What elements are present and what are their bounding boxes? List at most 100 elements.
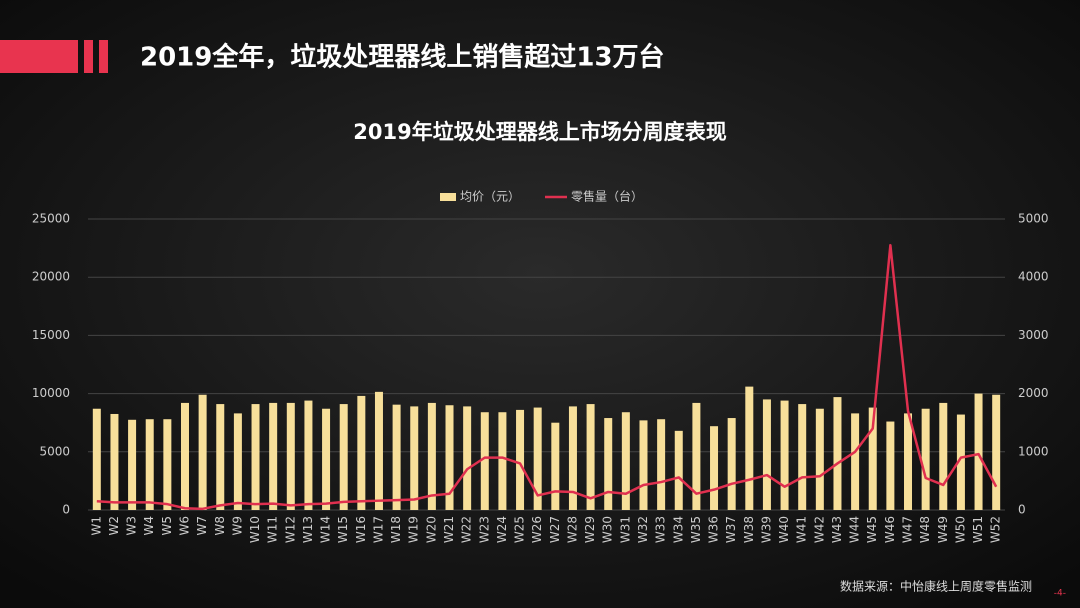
x-tick-label: W28	[565, 516, 579, 543]
bar	[586, 404, 595, 510]
bar	[392, 404, 401, 510]
bar	[145, 419, 154, 510]
x-tick-label: W36	[707, 516, 721, 543]
accent-bar	[84, 40, 93, 73]
slide-title: 2019全年，垃圾处理器线上销售超过13万台	[140, 42, 665, 73]
bar	[639, 420, 648, 510]
bar	[674, 430, 683, 510]
bar	[621, 412, 630, 510]
y-tick-label: 25000	[32, 212, 70, 226]
x-tick-label: W35	[689, 516, 703, 543]
y-tick-label: 20000	[32, 270, 70, 284]
x-tick-label: W12	[283, 516, 297, 543]
x-tick-label: W34	[671, 516, 685, 543]
bar	[251, 404, 260, 510]
line-series	[96, 243, 998, 511]
x-tick-label: W51	[971, 516, 985, 543]
x-tick-label: W50	[953, 516, 967, 543]
x-tick-label: W29	[583, 516, 597, 543]
x-tick-label: W10	[248, 516, 262, 543]
y2-tick-label: 3000	[1018, 328, 1049, 342]
y2-tick-label: 4000	[1018, 270, 1049, 284]
bar	[374, 391, 383, 510]
bar	[427, 402, 436, 510]
x-tick-label: W21	[442, 516, 456, 543]
bar	[780, 400, 789, 510]
x-tick-label: W30	[601, 516, 615, 543]
bar	[798, 404, 807, 510]
x-tick-label: W17	[371, 516, 385, 543]
bar	[657, 419, 666, 510]
x-tick-label: W19	[407, 516, 421, 543]
bar	[92, 408, 101, 510]
y-tick-label: 0	[62, 503, 70, 517]
x-tick-label: W47	[901, 516, 915, 543]
x-tick-label: W23	[477, 516, 491, 543]
chart-title: 2019年垃圾处理器线上市场分周度表现	[353, 120, 726, 144]
bar	[233, 413, 242, 510]
x-tick-label: W3	[125, 516, 139, 536]
x-tick-label: W41	[795, 516, 809, 543]
bar	[604, 418, 613, 510]
bar	[163, 419, 172, 510]
x-tick-label: W14	[319, 516, 333, 543]
bar	[851, 413, 860, 510]
x-tick-label: W24	[495, 516, 509, 543]
y-tick-label: 10000	[32, 386, 70, 400]
bar	[463, 406, 472, 510]
x-tick-label: W43	[830, 516, 844, 543]
bar	[992, 394, 1001, 510]
bar	[745, 386, 754, 510]
bar	[286, 402, 295, 510]
x-tick-label: W48	[918, 516, 932, 543]
bar	[551, 422, 560, 510]
accent-bar	[99, 40, 108, 73]
x-tick-label: W45	[865, 516, 879, 543]
bar	[886, 421, 895, 510]
page-number: -4-	[1054, 589, 1066, 599]
x-tick-label: W22	[460, 516, 474, 543]
bar	[921, 408, 930, 510]
bar	[727, 418, 736, 510]
x-tick-label: W2	[107, 516, 121, 536]
accent-bar	[0, 40, 78, 73]
bar	[269, 402, 278, 510]
bar	[110, 413, 119, 510]
bar	[445, 405, 454, 510]
bar	[357, 395, 366, 510]
bar	[339, 404, 348, 510]
x-tick-label: W20	[424, 516, 438, 543]
x-tick-label: W9	[230, 516, 244, 536]
y2-tick-label: 0	[1018, 503, 1026, 517]
bar	[180, 402, 189, 510]
x-tick-label: W32	[636, 516, 650, 543]
bar	[304, 400, 313, 510]
bar	[710, 426, 719, 510]
x-tick-label: W49	[936, 516, 950, 543]
y2-tick-label: 5000	[1018, 212, 1049, 226]
x-tick-label: W25	[513, 516, 527, 543]
y-tick-label: 15000	[32, 328, 70, 342]
legend-swatch	[440, 193, 456, 201]
bar	[498, 412, 507, 510]
x-tick-label: W42	[812, 516, 826, 543]
x-tick-label: W37	[724, 516, 738, 543]
bar	[128, 419, 137, 510]
x-tick-label: W4	[142, 516, 156, 536]
bar	[533, 407, 542, 510]
bar	[762, 399, 771, 510]
bar	[692, 402, 701, 510]
legend-label: 零售量（台）	[571, 189, 643, 204]
bar	[322, 408, 331, 510]
y2-tick-label: 2000	[1018, 386, 1049, 400]
bar	[516, 409, 525, 510]
x-tick-label: W52	[989, 516, 1003, 543]
bar	[833, 397, 842, 510]
x-tick-label: W46	[883, 516, 897, 543]
x-tick-label: W15	[336, 516, 350, 543]
y2-tick-label: 1000	[1018, 444, 1049, 458]
x-tick-label: W38	[742, 516, 756, 543]
y-tick-label: 5000	[39, 444, 70, 458]
x-tick-label: W33	[654, 516, 668, 543]
x-tick-label: W5	[160, 516, 174, 536]
